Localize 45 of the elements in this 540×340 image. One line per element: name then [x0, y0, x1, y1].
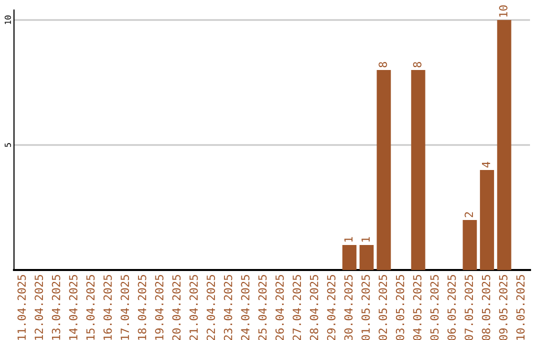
x-tick-label: 28.04.2025 — [310, 275, 318, 340]
x-tick-label: 20.04.2025 — [172, 275, 181, 340]
bar — [462, 220, 477, 270]
x-tick-label: 22.04.2025 — [206, 275, 216, 340]
x-tick-label: 14.04.2025 — [69, 275, 78, 340]
x-tick-label: 07.05.2025 — [464, 275, 474, 340]
x-tick-label: 27.04.2025 — [292, 275, 302, 340]
x-tick-label: 08.05.2025 — [482, 275, 490, 340]
x-tick-label: 13.04.2025 — [52, 275, 60, 340]
x-tick-label: 10.05.2025 — [516, 275, 525, 340]
x-tick-label: 05.05.2025 — [430, 275, 439, 340]
x-tick-label: 26.04.2025 — [275, 275, 284, 340]
data-label: 4 — [482, 162, 490, 168]
x-tick-label: 25.04.2025 — [258, 275, 267, 340]
x-tick-label: 11.04.2025 — [17, 275, 26, 340]
data-label: 8 — [413, 62, 422, 68]
data-label: 2 — [464, 212, 473, 218]
x-tick-label: 15.04.2025 — [86, 275, 95, 340]
bar — [360, 245, 374, 270]
x-tick-label: 17.04.2025 — [120, 275, 130, 340]
data-label: 1 — [344, 237, 352, 242]
x-tick-label: 19.04.2025 — [155, 275, 164, 340]
x-tick-label: 04.05.2025 — [413, 275, 422, 340]
x-tick-label: 09.05.2025 — [499, 275, 508, 340]
y-tick-label: 5 — [4, 143, 11, 147]
bar — [411, 70, 426, 270]
data-label: 1 — [362, 237, 370, 242]
x-tick-label: 12.04.2025 — [34, 275, 44, 340]
data-label: 8 — [378, 62, 388, 68]
data-label: 10 — [499, 5, 508, 17]
x-tick-label: 24.04.2025 — [241, 275, 250, 340]
bar — [342, 245, 356, 270]
x-tick-label: 02.05.2025 — [378, 275, 388, 340]
bar — [480, 170, 494, 270]
x-tick-label: 01.05.2025 — [361, 275, 370, 340]
x-tick-label: 18.04.2025 — [138, 275, 146, 340]
bar — [497, 20, 512, 270]
bar — [376, 70, 391, 270]
x-tick-label: 03.05.2025 — [396, 275, 404, 340]
x-tick-label: 29.04.2025 — [327, 275, 336, 340]
x-tick-label: 21.04.2025 — [189, 275, 198, 340]
x-tick-label: 23.04.2025 — [224, 275, 232, 340]
x-tick-label: 16.04.2025 — [103, 275, 112, 340]
x-tick-label: 06.05.2025 — [447, 275, 456, 340]
x-tick-label: 30.04.2025 — [344, 275, 353, 340]
